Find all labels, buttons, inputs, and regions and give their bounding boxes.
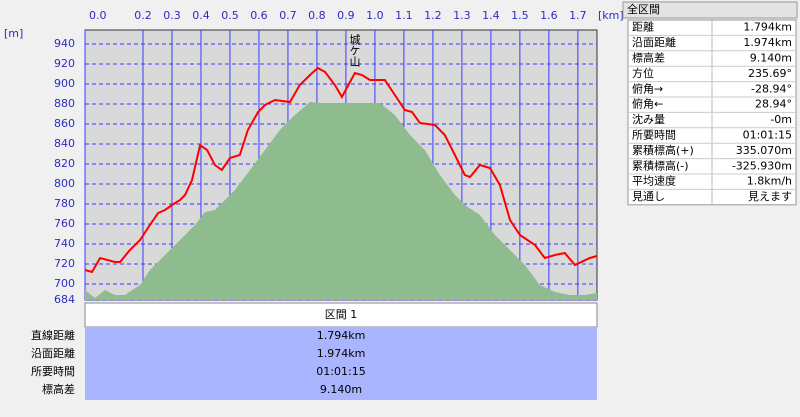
summary-label: 俯角→	[632, 81, 663, 95]
summary-label: 沈み量	[632, 112, 665, 126]
summary-value: -0m	[770, 113, 792, 126]
y-tick-label: 760	[54, 217, 75, 230]
tables: 直線距離 1.794km 沿面距離 1.974km 所要時間 01:01:15 標高差 9.1…	[31, 19, 797, 396]
segment-label: 所要時間	[31, 365, 75, 378]
elevation-line	[84, 66, 598, 274]
summary-label: 距離	[632, 20, 654, 34]
summary-title: 全区間	[627, 2, 660, 16]
segment-body	[85, 328, 597, 400]
summary-value: 335.070m	[736, 144, 792, 157]
summary-label: 方位	[632, 66, 654, 80]
x-tick-label: 1.0	[366, 9, 384, 22]
segment-title: 区間 1	[325, 308, 358, 321]
x-tick-label: 0.6	[250, 9, 268, 22]
x-tick-label: 1.6	[540, 9, 558, 22]
x-tick-label: 0.4	[192, 9, 210, 22]
y-tick-label: 684	[54, 293, 75, 306]
x-tick-label: 1.2	[424, 9, 442, 22]
summary-value: -28.94°	[751, 82, 792, 95]
summary-value: 28.94°	[755, 98, 792, 111]
summary-header	[622, 1, 798, 19]
plot	[84, 30, 598, 301]
segment-value: 01:01:15	[316, 365, 365, 378]
y-tick-label: 820	[54, 157, 75, 170]
summary-label: 俯角←	[632, 97, 663, 111]
segment-label: 直線距離	[31, 328, 75, 342]
y-tick-label: 700	[54, 277, 75, 290]
summary-label: 平均速度	[632, 174, 676, 188]
summary-label: 累積標高(+)	[632, 143, 694, 157]
y-tick-label: 940	[54, 37, 75, 50]
summary-label: 累積標高(-)	[632, 158, 689, 172]
summary-value: 235.69°	[748, 67, 792, 80]
summary-value: 1.974km	[743, 36, 792, 49]
y-tick-label: 720	[54, 257, 75, 270]
y-tick-label: 740	[54, 237, 75, 250]
x-tick-label: 0.9	[337, 9, 355, 22]
summary-value: 見えます	[748, 190, 792, 203]
summary-label: 見通し	[632, 190, 665, 203]
x-tick-label: 0.5	[221, 9, 239, 22]
x-tick-label: 1.1	[395, 9, 413, 22]
y-tick-label: 900	[54, 77, 75, 90]
summary-value: 1.8km/h	[747, 175, 792, 188]
y-tick-label: 780	[54, 197, 75, 210]
x-tick-label: 1.7	[569, 9, 587, 22]
summary-value: 9.140m	[750, 52, 792, 65]
summary-value: 01:01:15	[743, 129, 792, 142]
x-tick-label: 1.5	[511, 9, 529, 22]
x-unit: [km]	[598, 9, 624, 22]
x-tick-label: 0.8	[308, 9, 326, 22]
x-tick-label: 0.3	[163, 9, 181, 22]
y-tick-label: 920	[54, 57, 75, 70]
annotation: 城ケ山	[348, 34, 361, 67]
y-tick-label: 860	[54, 117, 75, 130]
x-tick-label: 1.4	[482, 9, 500, 22]
x-tick-label: 1.3	[453, 9, 471, 22]
summary-value: -325.930m	[732, 159, 792, 172]
summary-label: 標高差	[632, 51, 665, 65]
summary-value: 1.794km	[743, 21, 792, 34]
segment-label: 標高差	[42, 382, 75, 396]
x-tick-label: 0.0	[89, 9, 107, 22]
segment-label: 沿面距離	[31, 346, 75, 360]
y-tick-label: 840	[54, 137, 75, 150]
summary-label: 所要時間	[632, 129, 676, 142]
x-tick-label: 0.2	[134, 9, 152, 22]
y-unit: [m]	[4, 27, 23, 40]
segment-value: 1.794km	[317, 329, 366, 342]
summary-label: 沿面距離	[632, 35, 676, 49]
y-tick-label: 880	[54, 97, 75, 110]
x-tick-label: 0.7	[279, 9, 297, 22]
segment-header	[84, 302, 598, 328]
segment-value: 1.974km	[317, 347, 366, 360]
terrain-area	[85, 102, 597, 300]
segment-value: 9.140m	[320, 383, 362, 396]
y-tick-label: 800	[54, 177, 75, 190]
